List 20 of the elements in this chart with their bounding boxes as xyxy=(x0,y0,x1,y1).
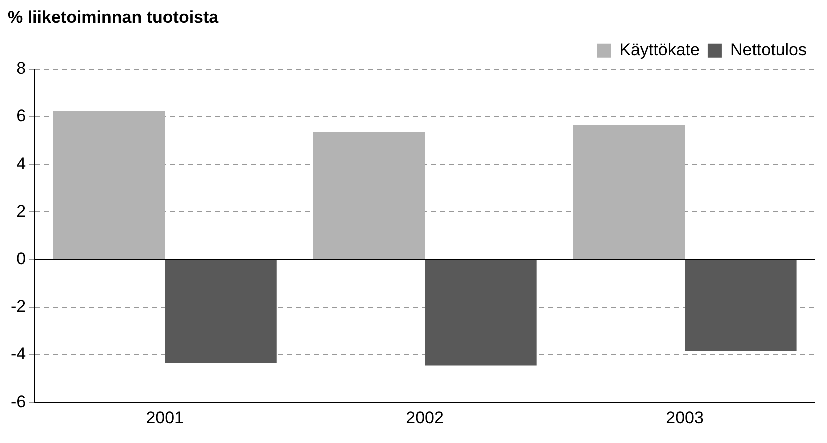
legend-label: Nettotulos xyxy=(730,40,808,60)
x-tick-label: 2003 xyxy=(666,408,704,428)
bar xyxy=(313,132,426,260)
x-tick-label: 2002 xyxy=(406,408,444,428)
x-tick-label: 2001 xyxy=(146,408,184,428)
y-tick-label: -2 xyxy=(10,297,26,316)
y-axis-title: % liiketoiminnan tuotoista xyxy=(8,8,220,27)
y-tick-label: 4 xyxy=(16,154,26,174)
y-tick-label: 2 xyxy=(16,202,26,221)
legend-label: Käyttökate xyxy=(620,40,700,60)
y-tick-label: 6 xyxy=(16,106,26,126)
y-tick-label: -6 xyxy=(10,392,26,412)
bar xyxy=(685,260,797,352)
y-tick-label: 8 xyxy=(16,59,26,78)
y-tick-label: 0 xyxy=(16,249,26,268)
bar xyxy=(573,125,686,260)
bar xyxy=(165,260,277,364)
bar xyxy=(53,111,166,260)
bar xyxy=(425,260,537,366)
y-tick-label: -4 xyxy=(10,344,26,364)
